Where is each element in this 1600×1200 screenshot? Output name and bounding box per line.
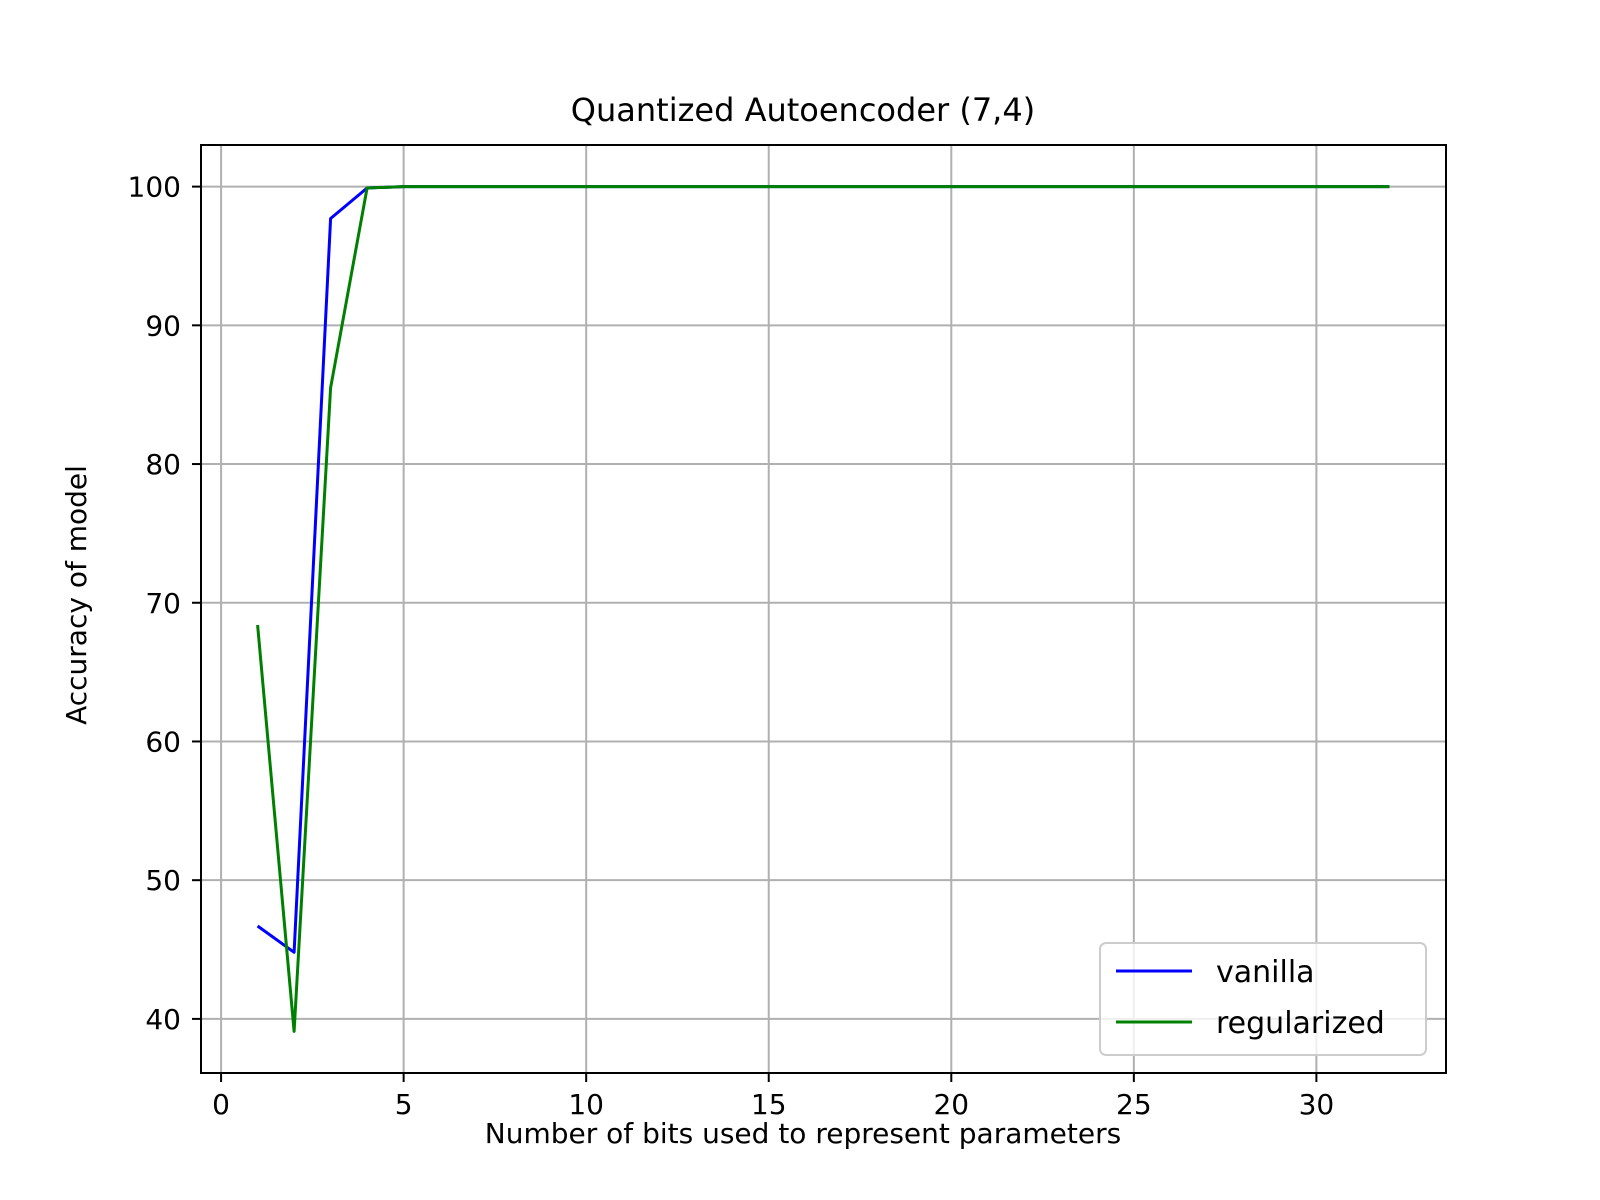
x-tick-label: 5 xyxy=(395,1088,413,1121)
legend-label-regularized: regularized xyxy=(1216,1006,1385,1041)
x-tick-label: 20 xyxy=(933,1088,969,1121)
x-tick-label: 10 xyxy=(568,1088,604,1121)
y-tick-label: 60 xyxy=(145,725,181,758)
series-lines xyxy=(256,185,1390,1033)
legend: vanilla regularized xyxy=(1099,942,1427,1056)
y-axis-label: Accuracy of model xyxy=(60,465,93,725)
y-tick-label: 80 xyxy=(145,448,181,481)
y-tick-label: 40 xyxy=(145,1003,181,1036)
legend-label-vanilla: vanilla xyxy=(1216,955,1315,990)
y-tick-label: 90 xyxy=(145,309,181,342)
y-tick-label: 50 xyxy=(145,864,181,897)
ticks: 0 5 10 15 20 25 30 40 50 60 70 80 90 100 xyxy=(128,171,1335,1121)
chart-title: Quantized Autoencoder (7,4) xyxy=(571,91,1035,129)
plot-frame xyxy=(200,144,1447,1074)
y-tick-label: 100 xyxy=(128,171,181,204)
x-tick-label: 25 xyxy=(1116,1088,1152,1121)
x-axis-label: Number of bits used to represent paramet… xyxy=(485,1117,1121,1150)
x-tick-label: 15 xyxy=(751,1088,787,1121)
y-tick-label: 70 xyxy=(145,587,181,620)
x-tick-label: 30 xyxy=(1299,1088,1335,1121)
series-line-regularized xyxy=(256,185,1390,1033)
x-tick-label: 0 xyxy=(212,1088,230,1121)
